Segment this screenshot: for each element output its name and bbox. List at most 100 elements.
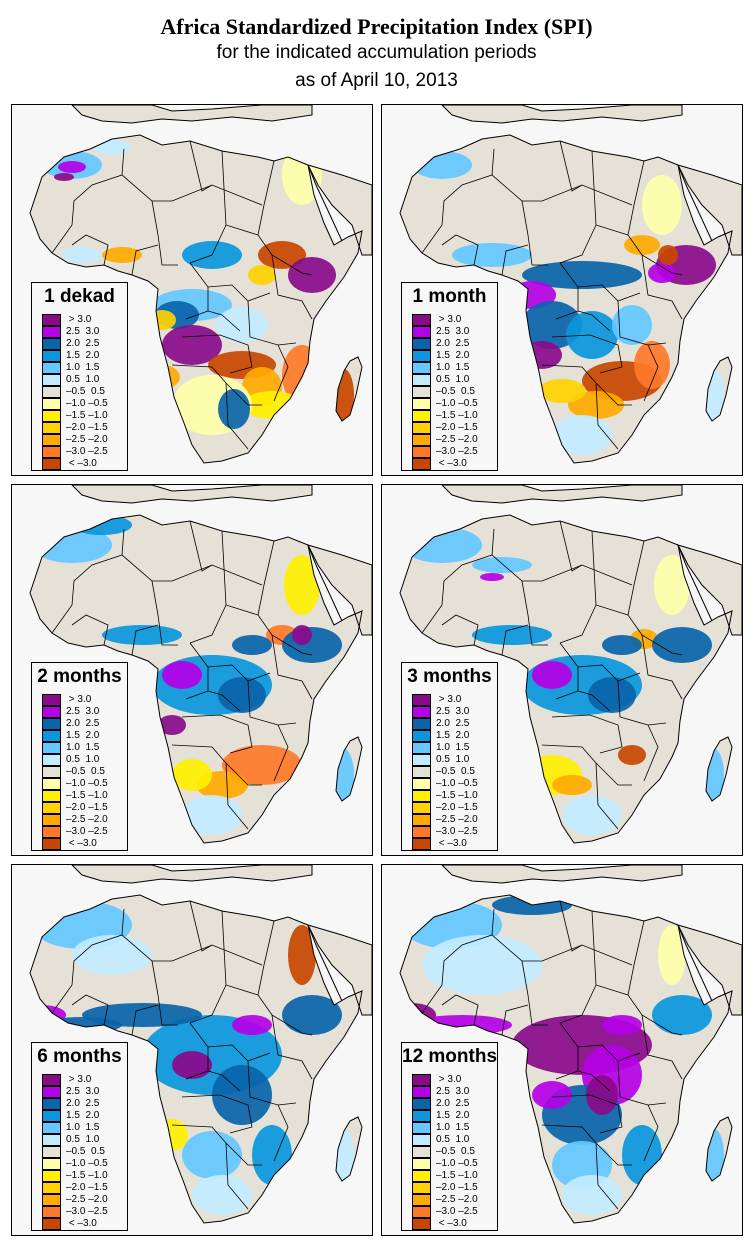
- spi-legend: 3 months > 3.0 2.5 3.0 2.0 2.5 1.5 2.0 1.0 1…: [401, 662, 498, 851]
- spi-anomaly-region: [182, 795, 242, 835]
- legend-entry: –1.0 –0.5: [42, 1158, 122, 1170]
- legend-label: –3.0 –2.5: [436, 826, 478, 837]
- coastline: [71, 865, 313, 884]
- legend-label: < –3.0: [66, 1218, 97, 1229]
- spi-anomaly-region: [586, 1075, 618, 1115]
- legend-entry: > 3.0: [412, 694, 492, 706]
- legend-swatch: [412, 1086, 431, 1098]
- country-border: [527, 234, 548, 266]
- legend-entry: –3.0 –2.5: [42, 1206, 122, 1218]
- legend-swatch: [412, 838, 431, 850]
- country-border: [551, 1094, 623, 1134]
- spi-legend: 12 months > 3.0 2.5 3.0 2.0 2.5 1.5 2.0 1.0 …: [401, 1042, 498, 1231]
- spi-map-panel-1-dekad: 1 dekad > 3.0 2.5 3.0 2.0 2.5 1.5 2.0 1.0 1.…: [11, 104, 373, 476]
- legend-label: –1.5 –1.0: [436, 410, 478, 421]
- country-border: [189, 984, 227, 1024]
- country-border: [121, 908, 125, 936]
- spi-legend: 1 dekad > 3.0 2.5 3.0 2.0 2.5 1.5 2.0 1.0 1.…: [31, 282, 128, 471]
- country-border: [189, 1022, 271, 1062]
- country-border: [247, 1060, 297, 1106]
- legend-label: –2.5 –2.0: [66, 814, 108, 825]
- legend-entry: 1.5 2.0: [412, 1110, 492, 1122]
- legend-swatch: [42, 1170, 61, 1182]
- legend-swatch: [412, 1110, 431, 1122]
- country-border: [595, 1142, 619, 1210]
- legend-title: 12 months: [402, 1046, 498, 1067]
- legend-swatch: [42, 1218, 61, 1230]
- legend-swatch: [412, 1182, 431, 1194]
- legend-label: –0.5 0.5: [66, 386, 105, 397]
- spi-anomaly-region: [54, 173, 74, 181]
- legend-label: –3.0 –2.5: [66, 826, 108, 837]
- legend-entry: 1.0 1.5: [412, 1122, 492, 1134]
- spi-map-panel-3-months: 3 months > 3.0 2.5 3.0 2.0 2.5 1.5 2.0 1.0 1…: [381, 484, 743, 856]
- legend-label: 2.5 3.0: [436, 706, 470, 717]
- country-border: [641, 634, 683, 700]
- spi-anomaly-region: [216, 307, 268, 343]
- legend-label: –1.0 –0.5: [436, 1158, 478, 1169]
- country-border: [595, 382, 619, 450]
- spi-anomaly-region: [82, 1003, 202, 1027]
- legend-swatch: [412, 314, 431, 326]
- legend-swatch: [42, 778, 61, 790]
- legend-swatch: [42, 434, 61, 446]
- legend-swatch: [412, 1170, 431, 1182]
- legend-label: 1.0 1.5: [436, 362, 470, 373]
- legend-entry: –2.5 –2.0: [42, 434, 122, 446]
- legend-entry: 2.0 2.5: [412, 718, 492, 730]
- legend-entry: > 3.0: [42, 314, 122, 326]
- legend-entry: 2.0 2.5: [42, 718, 122, 730]
- country-border: [491, 908, 495, 936]
- spi-anomaly-region: [452, 243, 532, 267]
- legend-label: 1.0 1.5: [66, 1122, 100, 1133]
- country-border: [189, 642, 271, 682]
- legend-label: < –3.0: [436, 1218, 467, 1229]
- legend-label: < –3.0: [436, 458, 467, 469]
- legend-label: 2.5 3.0: [436, 1086, 470, 1097]
- legend-label: 2.0 2.5: [66, 718, 100, 729]
- legend-label: –1.5 –1.0: [436, 790, 478, 801]
- legend-swatch: [42, 1134, 61, 1146]
- legend-label: –3.0 –2.5: [66, 446, 108, 457]
- legend-label: –2.0 –1.5: [66, 802, 108, 813]
- spi-anomaly-region: [172, 1051, 212, 1079]
- spi-anomaly-region: [288, 925, 316, 985]
- country-border: [441, 994, 479, 1026]
- legend-label: 2.0 2.5: [66, 1098, 100, 1109]
- legend-swatch: [412, 790, 431, 802]
- legend-swatch: [42, 718, 61, 730]
- coastline: [335, 736, 363, 802]
- legend-swatch: [412, 706, 431, 718]
- country-border: [595, 762, 619, 830]
- country-border: [71, 614, 109, 646]
- legend-entry: –2.0 –1.5: [412, 1182, 492, 1194]
- legend-swatch: [412, 778, 431, 790]
- spi-anomaly-layer: [402, 527, 724, 835]
- coastline: [677, 544, 742, 636]
- spi-anomaly-region: [642, 175, 682, 235]
- legend-entry: –1.0 –0.5: [42, 398, 122, 410]
- legend-label: 2.5 3.0: [66, 706, 100, 717]
- spi-anomaly-region: [658, 245, 678, 265]
- legend-entry: –2.5 –2.0: [42, 1194, 122, 1206]
- legend-swatch: [412, 338, 431, 350]
- legend-label: < –3.0: [66, 838, 97, 849]
- country-border: [157, 234, 178, 266]
- legend-entry: –0.5 0.5: [42, 766, 122, 778]
- legend-swatch: [42, 1206, 61, 1218]
- legend-entry: –3.0 –2.5: [412, 446, 492, 458]
- country-border: [181, 714, 253, 754]
- legend-label: –1.0 –0.5: [436, 778, 478, 789]
- legend-swatch: [412, 410, 431, 422]
- legend-swatch: [42, 838, 61, 850]
- coastline: [677, 164, 742, 256]
- spi-anomaly-region: [602, 1015, 642, 1035]
- country-border: [152, 184, 263, 206]
- legend-label: –2.5 –2.0: [436, 434, 478, 445]
- country-border: [257, 994, 313, 1036]
- coastline: [29, 514, 363, 844]
- legend-swatch: [412, 730, 431, 742]
- map-subtitle-periods: for the indicated accumulation periods: [216, 42, 537, 63]
- legend-label: 2.0 2.5: [436, 718, 470, 729]
- legend-entry: –0.5 0.5: [412, 1146, 492, 1158]
